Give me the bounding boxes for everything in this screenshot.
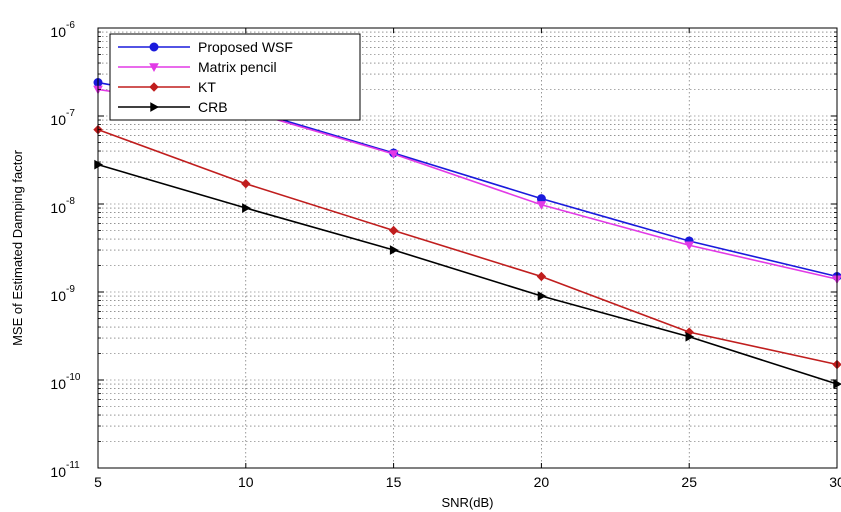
marker-triangle-down	[684, 241, 695, 251]
x-tick-label: 15	[386, 474, 402, 490]
legend-label: Matrix pencil	[198, 59, 277, 75]
series-kt	[93, 124, 841, 370]
marker-triangle-down	[536, 201, 547, 210]
y-tick-label: 10 -9	[50, 284, 75, 304]
y-tick-base: 10	[50, 464, 66, 480]
legend: Proposed WSF Matrix pencil KT CRB	[109, 33, 361, 121]
x-tick-label: 30	[829, 474, 841, 490]
y-tick-label: 10 -10	[50, 372, 80, 392]
x-tick-label: 5	[94, 474, 102, 490]
legend-item: Proposed WSF	[118, 39, 293, 55]
y-tick-exponent: -7	[66, 108, 75, 119]
y-tick-exponent: -10	[66, 372, 81, 383]
x-tick-label: 25	[681, 474, 697, 490]
y-tick-exponent: -8	[66, 196, 75, 207]
marker-triangle-right	[150, 102, 160, 112]
marker-triangle-right	[242, 203, 251, 213]
series-line	[97, 128, 838, 366]
legend-label: KT	[198, 79, 216, 95]
y-tick-label: 10 -6	[50, 20, 75, 40]
y-tick-label: 10 -11	[50, 460, 80, 480]
marker-triangle-right	[685, 331, 695, 342]
x-axis-label: SNR(dB)	[441, 495, 493, 510]
marker-diamond	[536, 271, 547, 282]
marker-circle	[149, 42, 159, 52]
x-tick-label: 10	[238, 474, 254, 490]
legend-item: Matrix pencil	[118, 59, 277, 75]
y-tick-base: 10	[50, 376, 66, 392]
marker-triangle-down	[388, 150, 399, 160]
series-line	[97, 163, 838, 385]
y-tick-label: 10 -7	[50, 108, 75, 128]
y-tick-exponent: -11	[66, 460, 80, 471]
y-tick-exponent: -9	[66, 284, 75, 295]
legend-label: CRB	[198, 99, 228, 115]
y-tick-base: 10	[50, 288, 66, 304]
marker-diamond	[149, 82, 159, 92]
legend-item: CRB	[118, 99, 228, 115]
marker-triangle-right	[537, 291, 547, 301]
marker-triangle-right	[389, 245, 399, 255]
plot-border	[97, 27, 838, 469]
y-tick-exponent: -6	[66, 20, 75, 31]
marker-diamond	[241, 179, 251, 189]
legend-item: KT	[118, 79, 216, 95]
y-tick-base: 10	[50, 24, 66, 40]
marker-diamond	[388, 225, 399, 236]
y-tick-base: 10	[50, 200, 66, 216]
x-tick-label: 20	[534, 474, 550, 490]
y-axis-label: MSE of Estimated Damping factor	[10, 149, 25, 345]
y-tick-base: 10	[50, 112, 66, 128]
marker-triangle-down	[149, 63, 159, 73]
legend-label: Proposed WSF	[198, 39, 293, 55]
y-tick-label: 10 -8	[50, 196, 75, 216]
